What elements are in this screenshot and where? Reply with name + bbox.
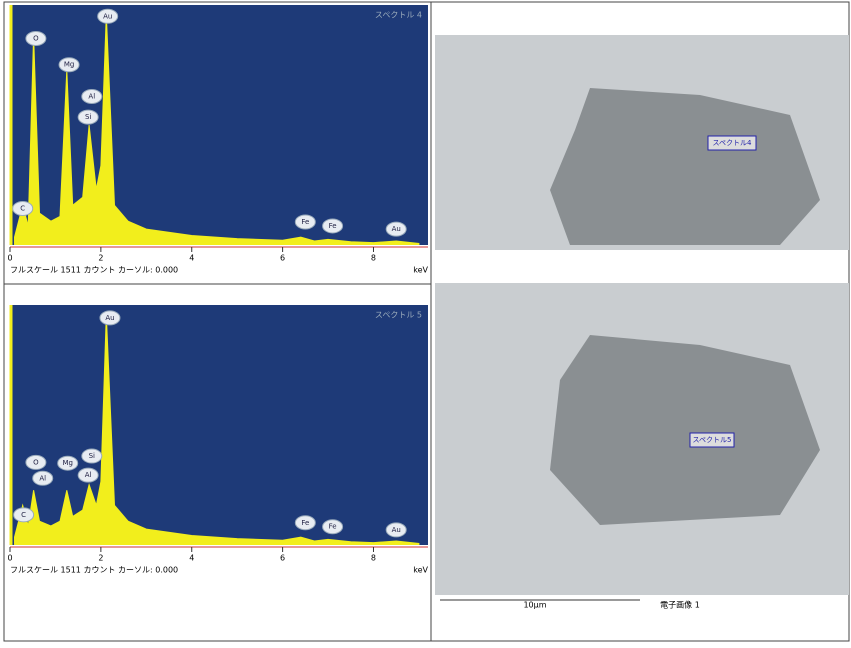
x-tick-label: 2 [98,254,103,263]
peak-label-bg [97,8,119,24]
peak-label: Au [392,225,401,233]
peak-label-bg [32,470,54,486]
x-tick-label: 2 [98,554,103,563]
spectrum [13,314,420,546]
axis-strip [6,245,430,281]
peak-label-bg [77,109,99,125]
peak-label: O [33,458,39,466]
peak-label: Fe [301,519,309,527]
peak-label-bg [322,519,344,535]
x-axis-label: keV [413,266,428,275]
image-caption: 電子画像 1 [660,600,700,610]
axis-strip [6,545,430,581]
x-tick-label: 4 [189,554,194,563]
peak-label-bg [99,310,121,326]
peak-label: Si [85,113,91,121]
peak-label-bg [25,454,47,470]
peak-label: C [21,511,26,519]
peak-label: Au [103,12,112,20]
sem-image: スペクトル5 [435,283,849,595]
peak-label: Al [39,474,46,482]
peak-label: Al [88,92,95,100]
peak-label: Mg [62,459,72,467]
chart-title: スペクトル 4 [375,11,422,20]
peak-label: Si [89,452,95,460]
spectrum [13,14,420,246]
scale-bar-label: 10µm [523,601,546,610]
footer: フルスケール 1511 カウント カーソル: 0.000 [10,266,178,275]
peak-label-bg [58,57,80,73]
peak-label-bg [294,515,316,531]
x-axis-label: keV [413,566,428,575]
peak-label: Al [85,471,92,479]
x-tick-label: 6 [280,254,285,263]
peak-label: Mg [64,61,74,69]
x-tick-label: 8 [371,554,376,563]
x-tick-label: 4 [189,254,194,263]
x-tick-label: 6 [280,554,285,563]
peak-label-bg [385,221,407,237]
peak-label-bg [81,88,103,104]
footer: フルスケール 1511 カウント カーソル: 0.000 [10,566,178,575]
peak-label-bg [13,507,35,523]
peak-label: Au [392,526,401,534]
peak-label: Fe [329,222,337,230]
peak-label-bg [322,218,344,234]
peak-label-bg [294,214,316,230]
peak-label: C [20,204,25,212]
peak-label-bg [25,31,47,47]
image-label: スペクトル4 [713,139,753,147]
plot-background [10,305,428,545]
peak-label-bg [12,200,34,216]
x-tick-label: 0 [7,554,12,563]
peak-label-bg [77,467,99,483]
sem-image: スペクトル4 [435,35,849,250]
peak-label: Fe [329,523,337,531]
chart-title: スペクトル 5 [375,311,422,320]
peak-label-bg [81,448,103,464]
peak-label-bg [385,522,407,538]
peak-label: Fe [301,218,309,226]
x-tick-label: 8 [371,254,376,263]
peak-label: O [33,35,39,43]
x-tick-label: 0 [7,254,12,263]
peak-label: Au [105,314,114,322]
peak-label-bg [57,455,79,471]
image-label: スペクトル5 [693,436,732,444]
